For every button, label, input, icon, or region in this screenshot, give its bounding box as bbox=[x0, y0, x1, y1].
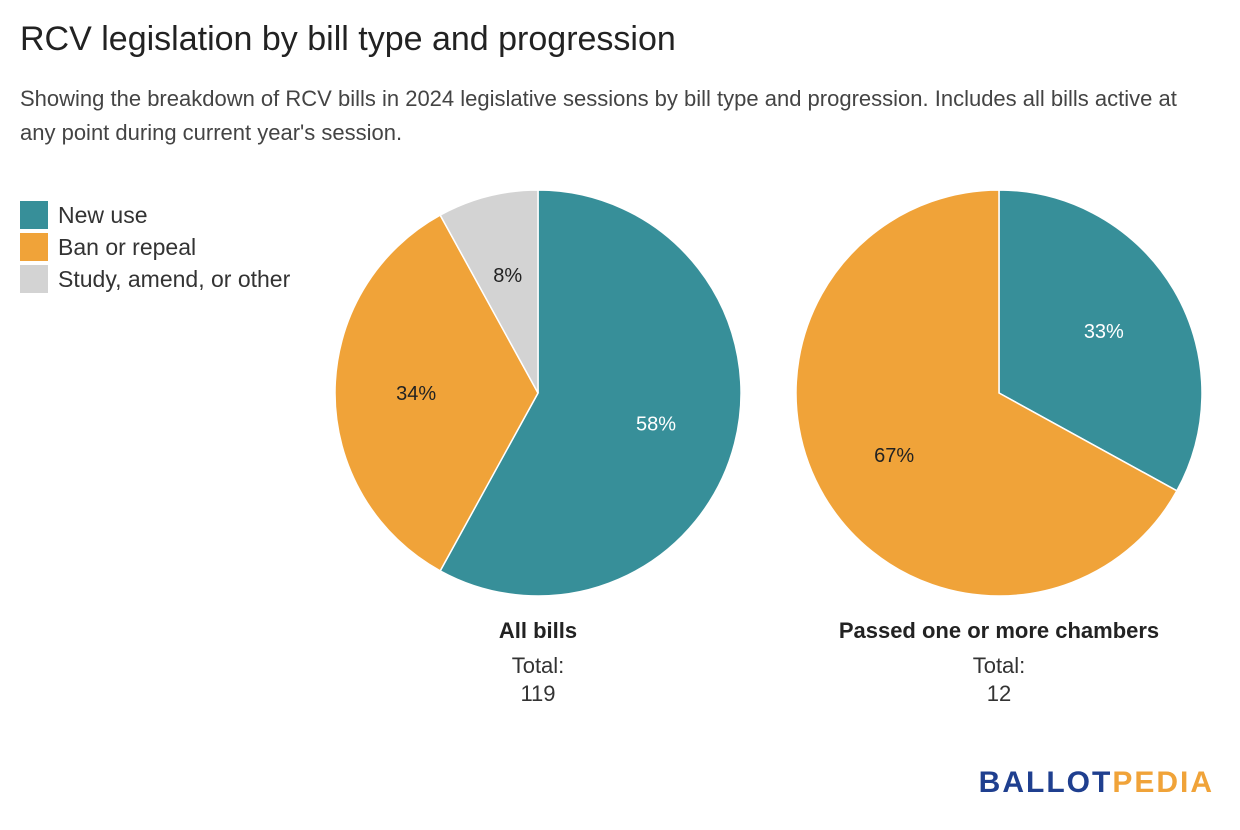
chart-title: RCV legislation by bill type and progres… bbox=[20, 20, 676, 58]
pie-chart-1: 58% 34% 8% All bills Total: 119 bbox=[334, 189, 742, 706]
legend-item-study-amend-other: Study, amend, or other bbox=[20, 263, 290, 295]
pie-slice-new-use bbox=[998, 189, 1203, 492]
slice-data-label: 8% bbox=[493, 265, 522, 287]
pie-title: All bills bbox=[499, 618, 577, 643]
chart-subtitle: Showing the breakdown of RCV bills in 20… bbox=[20, 86, 1177, 145]
legend-item-new-use: New use bbox=[20, 199, 290, 231]
pie-title: Passed one or more chambers bbox=[839, 618, 1159, 643]
legend-item-ban-or-repeal: Ban or repeal bbox=[20, 231, 290, 263]
total-label: Total: bbox=[973, 653, 1026, 678]
logo-part-ballot: BALLOT bbox=[978, 766, 1113, 799]
legend-swatch bbox=[20, 265, 48, 293]
slice-data-label: 67% bbox=[874, 445, 914, 467]
total-value: 12 bbox=[987, 681, 1011, 706]
slice-data-label: 58% bbox=[636, 413, 676, 435]
legend-swatch bbox=[20, 201, 48, 229]
slice-data-label: 34% bbox=[396, 383, 436, 405]
legend-label: Ban or repeal bbox=[58, 233, 197, 260]
pie-slice-ban-or-repeal bbox=[795, 189, 1178, 597]
pie-charts: 58% 34% 8% All bills Total: 119 33% 67% Passed o… bbox=[334, 189, 1203, 706]
pie-slice-study-amend-or-other bbox=[439, 189, 539, 394]
legend-swatch bbox=[20, 233, 48, 261]
legend-label: Study, amend, or other bbox=[58, 265, 291, 292]
logo-part-pedia: PEDIA bbox=[1112, 766, 1214, 799]
pie-chart-2: 33% 67% Passed one or more chambers Total: 1… bbox=[795, 189, 1203, 706]
total-value: 119 bbox=[520, 681, 555, 706]
pie-slice-ban-or-repeal bbox=[334, 214, 539, 572]
legend: New use Ban or repeal Study, amend, or o… bbox=[20, 199, 290, 295]
total-label: Total: bbox=[512, 653, 565, 678]
pie-slice-new-use bbox=[439, 189, 742, 597]
legend-label: New use bbox=[58, 201, 148, 228]
slice-data-label: 33% bbox=[1084, 321, 1124, 343]
ballotpedia-logo: BALLOTPEDIA bbox=[979, 766, 1214, 800]
